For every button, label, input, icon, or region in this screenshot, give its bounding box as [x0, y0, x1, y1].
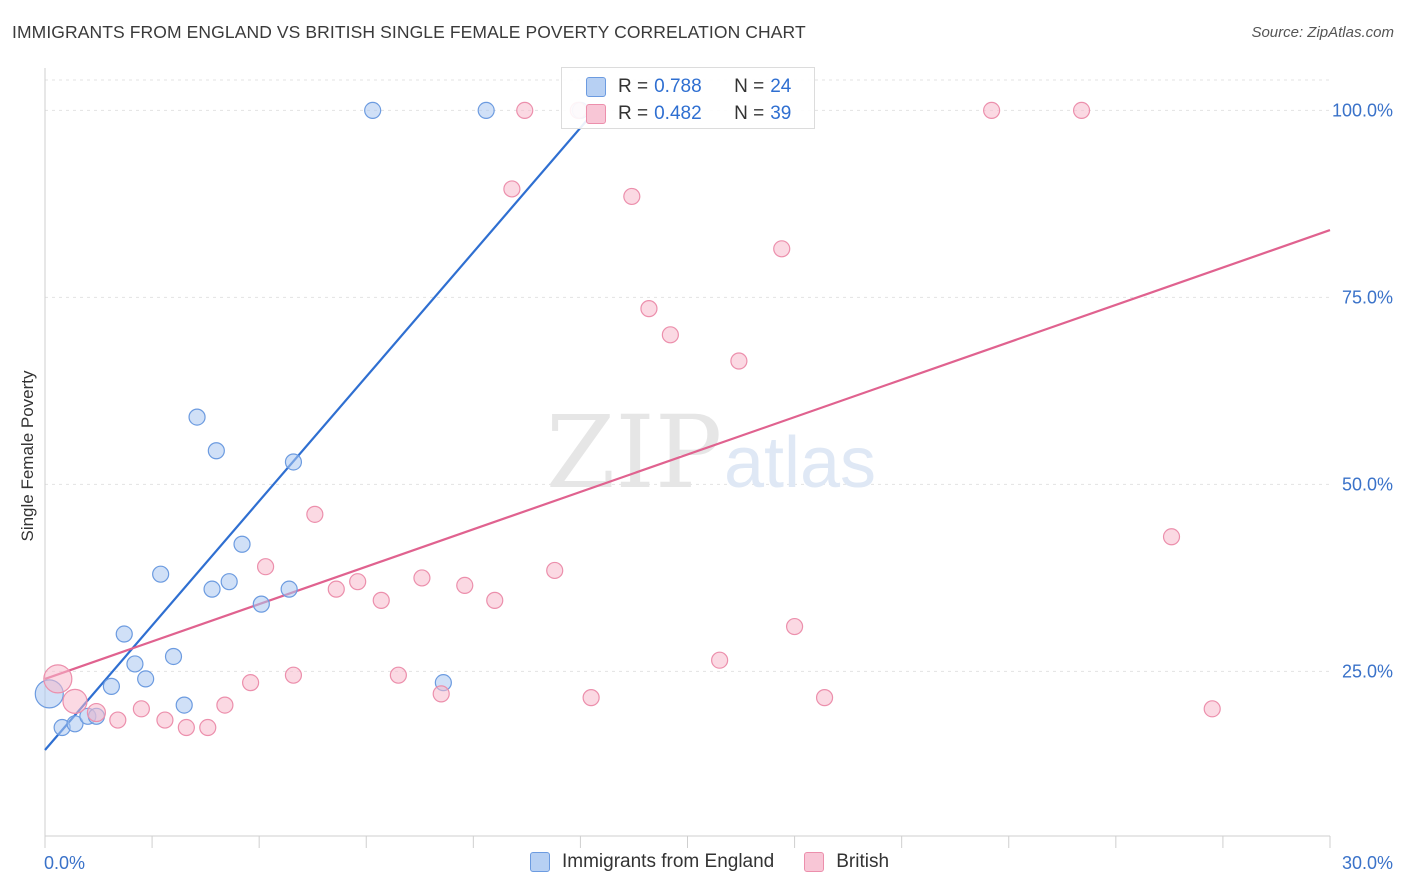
- point-england: [252, 595, 270, 613]
- point-british: [1203, 700, 1221, 718]
- point-british: [785, 617, 804, 636]
- stats-row-england: R = 0.788 N = 24: [586, 76, 791, 98]
- point-england: [152, 565, 170, 583]
- trendline-england: [44, 109, 597, 751]
- england-r-label: R =: [618, 76, 649, 97]
- gridlines: [45, 79, 1330, 672]
- point-england: [126, 655, 144, 673]
- point-england: [188, 408, 206, 426]
- watermark-atlas: atlas: [724, 423, 876, 503]
- point-england: [203, 580, 221, 598]
- british-n-label: N =: [734, 103, 765, 124]
- point-british: [372, 591, 390, 609]
- point-british: [456, 576, 474, 595]
- point-british: [413, 569, 431, 587]
- point-england: [280, 580, 298, 598]
- point-british: [306, 505, 324, 523]
- point-british: [815, 689, 834, 707]
- point-british: [327, 580, 345, 598]
- point-england: [137, 670, 155, 688]
- point-england: [364, 101, 382, 120]
- point-british: [349, 573, 367, 591]
- england-swatch: [586, 77, 606, 97]
- point-england: [66, 715, 84, 733]
- point-british: [389, 666, 407, 684]
- trendline-british: [44, 229, 1331, 680]
- x-tick-label: 0.0%: [44, 853, 85, 873]
- point-british: [216, 696, 234, 714]
- point-british: [486, 591, 504, 609]
- stats-row-british: R = 0.482 N = 39: [586, 103, 791, 125]
- point-england: [115, 625, 133, 643]
- point-british: [177, 718, 195, 737]
- england-r-value: 0.788: [654, 76, 702, 97]
- england-n-value: 24: [770, 76, 792, 97]
- y-tick-label: 75.0%: [1342, 287, 1393, 307]
- british-swatch: [586, 104, 606, 124]
- point-british: [156, 711, 174, 729]
- point-british: [640, 300, 658, 318]
- point-british: [1162, 528, 1181, 546]
- british-r-value: 0.482: [654, 103, 702, 124]
- point-england: [477, 101, 495, 120]
- point-british: [432, 685, 450, 703]
- point-british: [730, 352, 748, 370]
- point-british: [711, 651, 729, 669]
- point-british: [773, 240, 791, 258]
- point-british: [109, 711, 127, 729]
- series-legend: Immigrants from England British: [530, 851, 919, 873]
- axes: [44, 68, 1331, 848]
- british-r-label: R =: [618, 103, 649, 124]
- y-tick-label: 25.0%: [1342, 661, 1393, 681]
- point-british: [256, 558, 275, 576]
- points: [34, 101, 1221, 737]
- point-british: [503, 180, 521, 198]
- point-england: [284, 453, 303, 471]
- y-axis-label: Single Female Poverty: [18, 370, 37, 542]
- legend-swatch-england: [530, 852, 550, 872]
- point-england: [164, 647, 183, 666]
- point-british: [661, 326, 679, 344]
- point-british: [62, 688, 88, 714]
- x-tick-label: 30.0%: [1342, 853, 1393, 873]
- point-british: [132, 700, 150, 718]
- point-england: [233, 535, 251, 553]
- legend-item-england[interactable]: Immigrants from England: [530, 851, 774, 873]
- point-british: [199, 718, 217, 737]
- point-british: [86, 702, 107, 723]
- legend-swatch-british: [804, 852, 825, 872]
- point-british: [516, 101, 534, 120]
- y-tick-label: 50.0%: [1342, 474, 1393, 494]
- point-england: [175, 696, 193, 714]
- point-england: [207, 442, 225, 460]
- british-n-value: 39: [770, 103, 792, 124]
- point-british: [242, 674, 260, 692]
- england-n-label: N =: [734, 76, 765, 97]
- point-england: [220, 573, 238, 591]
- point-british: [43, 664, 73, 694]
- watermark: ZIP atlas: [546, 394, 876, 511]
- point-british: [582, 689, 600, 707]
- point-england: [102, 677, 120, 695]
- point-british: [1072, 101, 1091, 120]
- point-british: [983, 101, 1001, 120]
- tick-labels: 25.0% 50.0% 75.0% 100.0% 0.0% 30.0%: [44, 100, 1393, 873]
- chart-title: IMMIGRANTS FROM ENGLAND VS BRITISH SINGL…: [12, 22, 806, 42]
- point-british: [623, 187, 641, 206]
- point-british: [546, 561, 564, 580]
- legend-label-british: British: [836, 851, 890, 872]
- legend-item-british[interactable]: British: [804, 851, 889, 873]
- source-credit: Source: ZipAtlas.com: [1251, 24, 1394, 41]
- legend-label-england: Immigrants from England: [562, 851, 775, 872]
- point-british: [284, 666, 303, 684]
- y-tick-label: 100.0%: [1332, 100, 1393, 120]
- stats-legend: R = 0.788 N = 24 R = 0.482 N = 39: [561, 67, 815, 129]
